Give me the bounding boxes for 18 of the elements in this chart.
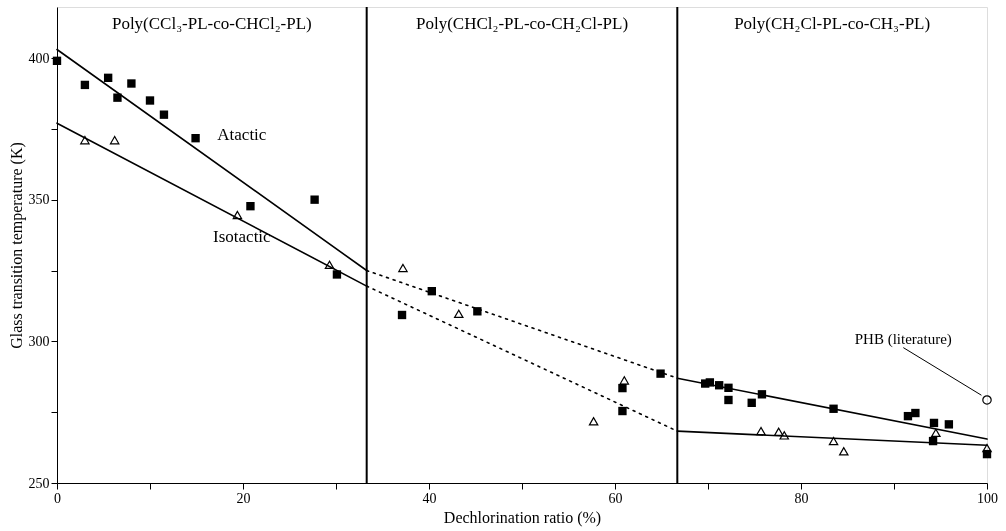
x-tick-label: 0 (54, 490, 61, 506)
x-tick-label: 80 (794, 490, 809, 506)
y-tick-label: 400 (28, 50, 50, 66)
x-tick-label: 20 (236, 490, 251, 506)
y-tick-label: 250 (28, 475, 50, 491)
annotation: PHB (literature) (854, 330, 952, 348)
x-tick-label: 100 (977, 490, 998, 506)
annotation: Atactic (217, 125, 267, 144)
y-tick-label: 300 (28, 333, 50, 349)
y-axis-title: Glass transition temperature (K) (7, 142, 26, 349)
annotation: Isotactic (213, 226, 272, 246)
annotation: Poly(CCl₃-PL-co-CHCl₂-PL) (111, 13, 312, 33)
x-tick-label: 60 (608, 490, 623, 506)
x-tick-label: 40 (422, 490, 437, 506)
annotation: Poly(CH₂Cl-PL-co-CH₃-PL) (734, 13, 931, 33)
x-axis-title: Dechlorination ratio (%) (443, 508, 602, 527)
annotation: Poly(CHCl₂-PL-co-CH₂Cl-PL) (415, 13, 629, 33)
y-tick-label: 350 (28, 192, 50, 208)
